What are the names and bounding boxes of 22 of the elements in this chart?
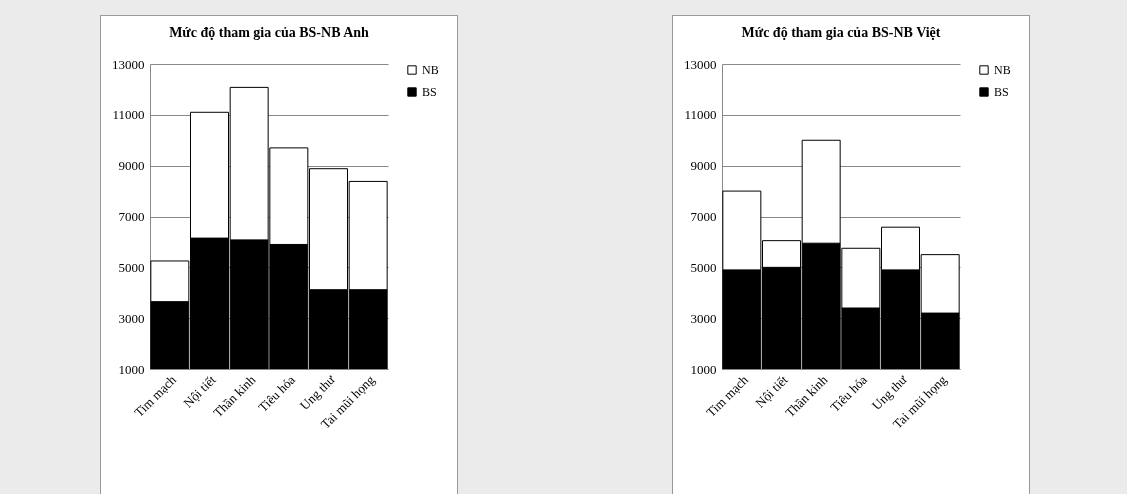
y-tick-label: 9000: [690, 158, 717, 174]
legend-label: BS: [422, 85, 437, 99]
y-tick-label: 7000: [118, 209, 145, 224]
legend-label: NB: [994, 63, 1011, 77]
y-tick-label: 3000: [690, 310, 717, 326]
y-tick-label: 1000: [118, 361, 145, 377]
legend-label: NB: [422, 63, 439, 77]
y-tick-label: 1000: [690, 361, 717, 377]
y-tick-label: 11000: [112, 107, 145, 123]
y-tick-label: 9000: [118, 158, 145, 174]
y-tick-label: 5000: [118, 259, 145, 275]
y-tick-label: 3000: [118, 310, 145, 326]
chart-title: Mức độ tham gia của BS-NB Việt: [741, 25, 941, 40]
y-tick-label: 13000: [684, 56, 717, 72]
x-tick-label: Tiêu hóa: [255, 371, 299, 415]
y-tick-label: 11000: [684, 107, 717, 123]
chart-title: Mức độ tham gia của BS-NB Anh: [169, 25, 370, 40]
y-tick-label: 7000: [690, 209, 717, 224]
y-tick-label: 13000: [112, 56, 145, 72]
x-tick-label: Tiêu hóa: [827, 371, 871, 415]
legend-label: BS: [994, 85, 1009, 99]
y-tick-label: 5000: [690, 259, 717, 275]
